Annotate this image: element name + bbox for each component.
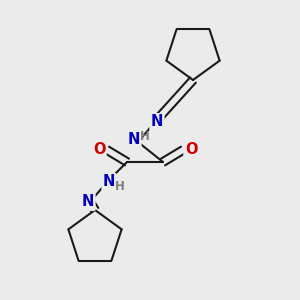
Text: H: H xyxy=(140,130,150,143)
Text: O: O xyxy=(185,142,197,157)
Text: N: N xyxy=(151,115,163,130)
Text: O: O xyxy=(93,142,105,157)
Text: N: N xyxy=(82,194,94,209)
Text: N: N xyxy=(103,175,115,190)
Text: H: H xyxy=(115,179,125,193)
Text: N: N xyxy=(128,131,140,146)
